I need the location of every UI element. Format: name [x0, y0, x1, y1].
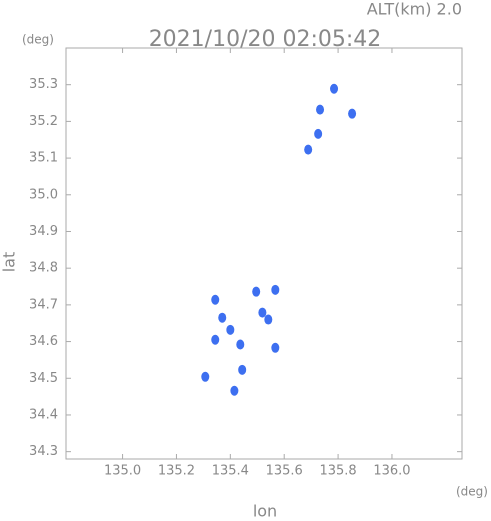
y-tick-label: 34.4 — [29, 407, 58, 422]
y-tick-label: 34.5 — [29, 371, 58, 386]
echo-point — [226, 324, 235, 335]
y-tick-label: 34.8 — [29, 261, 58, 276]
echo-point — [264, 314, 273, 325]
x-tick-label: 135.4 — [212, 464, 249, 479]
echo-point — [304, 144, 313, 155]
echo-point — [236, 339, 245, 350]
echo-point — [258, 307, 267, 318]
echo-point — [201, 371, 210, 382]
y-tick-label: 34.6 — [29, 334, 58, 349]
x-tick-label: 135.6 — [266, 464, 303, 479]
echo-point — [211, 294, 220, 305]
x-tick-label: 136.0 — [373, 464, 410, 479]
altitude-label: ALT(km) 2.0 — [367, 0, 462, 19]
y-unit: (deg) — [22, 33, 54, 47]
echo-point — [211, 334, 220, 345]
y-tick-label: 34.7 — [29, 297, 58, 312]
echo-point — [316, 104, 325, 115]
plot-frame — [65, 47, 463, 460]
echo-point — [252, 286, 261, 297]
y-tick-label: 35.0 — [29, 187, 58, 202]
y-tick-label: 35.3 — [29, 77, 58, 92]
y-tick-label: 35.1 — [29, 151, 58, 166]
y-axis-label: lat — [0, 252, 19, 273]
echo-point — [271, 284, 280, 295]
x-unit: (deg) — [456, 485, 488, 499]
x-tick-label: 135.8 — [319, 464, 356, 479]
echo-point — [314, 128, 323, 139]
echo-point — [238, 364, 247, 375]
echo-point — [218, 312, 227, 323]
x-tick-label: 135.0 — [104, 464, 141, 479]
x-axis-label: lon — [253, 502, 277, 521]
echo-point — [330, 83, 339, 94]
x-tick-label: 135.2 — [158, 464, 195, 479]
echo-point — [230, 385, 239, 396]
y-tick-label: 34.3 — [29, 444, 58, 459]
echo-point — [271, 342, 280, 353]
echo-point — [348, 108, 357, 119]
y-tick-label: 34.9 — [29, 224, 58, 239]
y-tick-label: 35.2 — [29, 114, 58, 129]
